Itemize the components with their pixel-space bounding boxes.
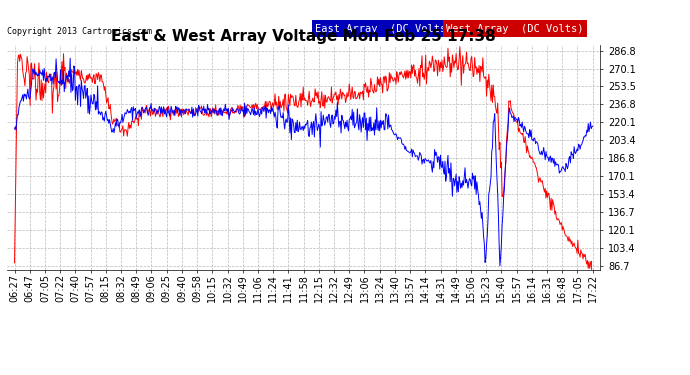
Text: East Array  (DC Volts): East Array (DC Volts)	[315, 24, 453, 33]
Text: West Array  (DC Volts): West Array (DC Volts)	[446, 24, 584, 33]
Text: Copyright 2013 Cartronics.com: Copyright 2013 Cartronics.com	[7, 27, 152, 36]
Title: East & West Array Voltage Mon Feb 25 17:38: East & West Array Voltage Mon Feb 25 17:…	[111, 29, 496, 44]
